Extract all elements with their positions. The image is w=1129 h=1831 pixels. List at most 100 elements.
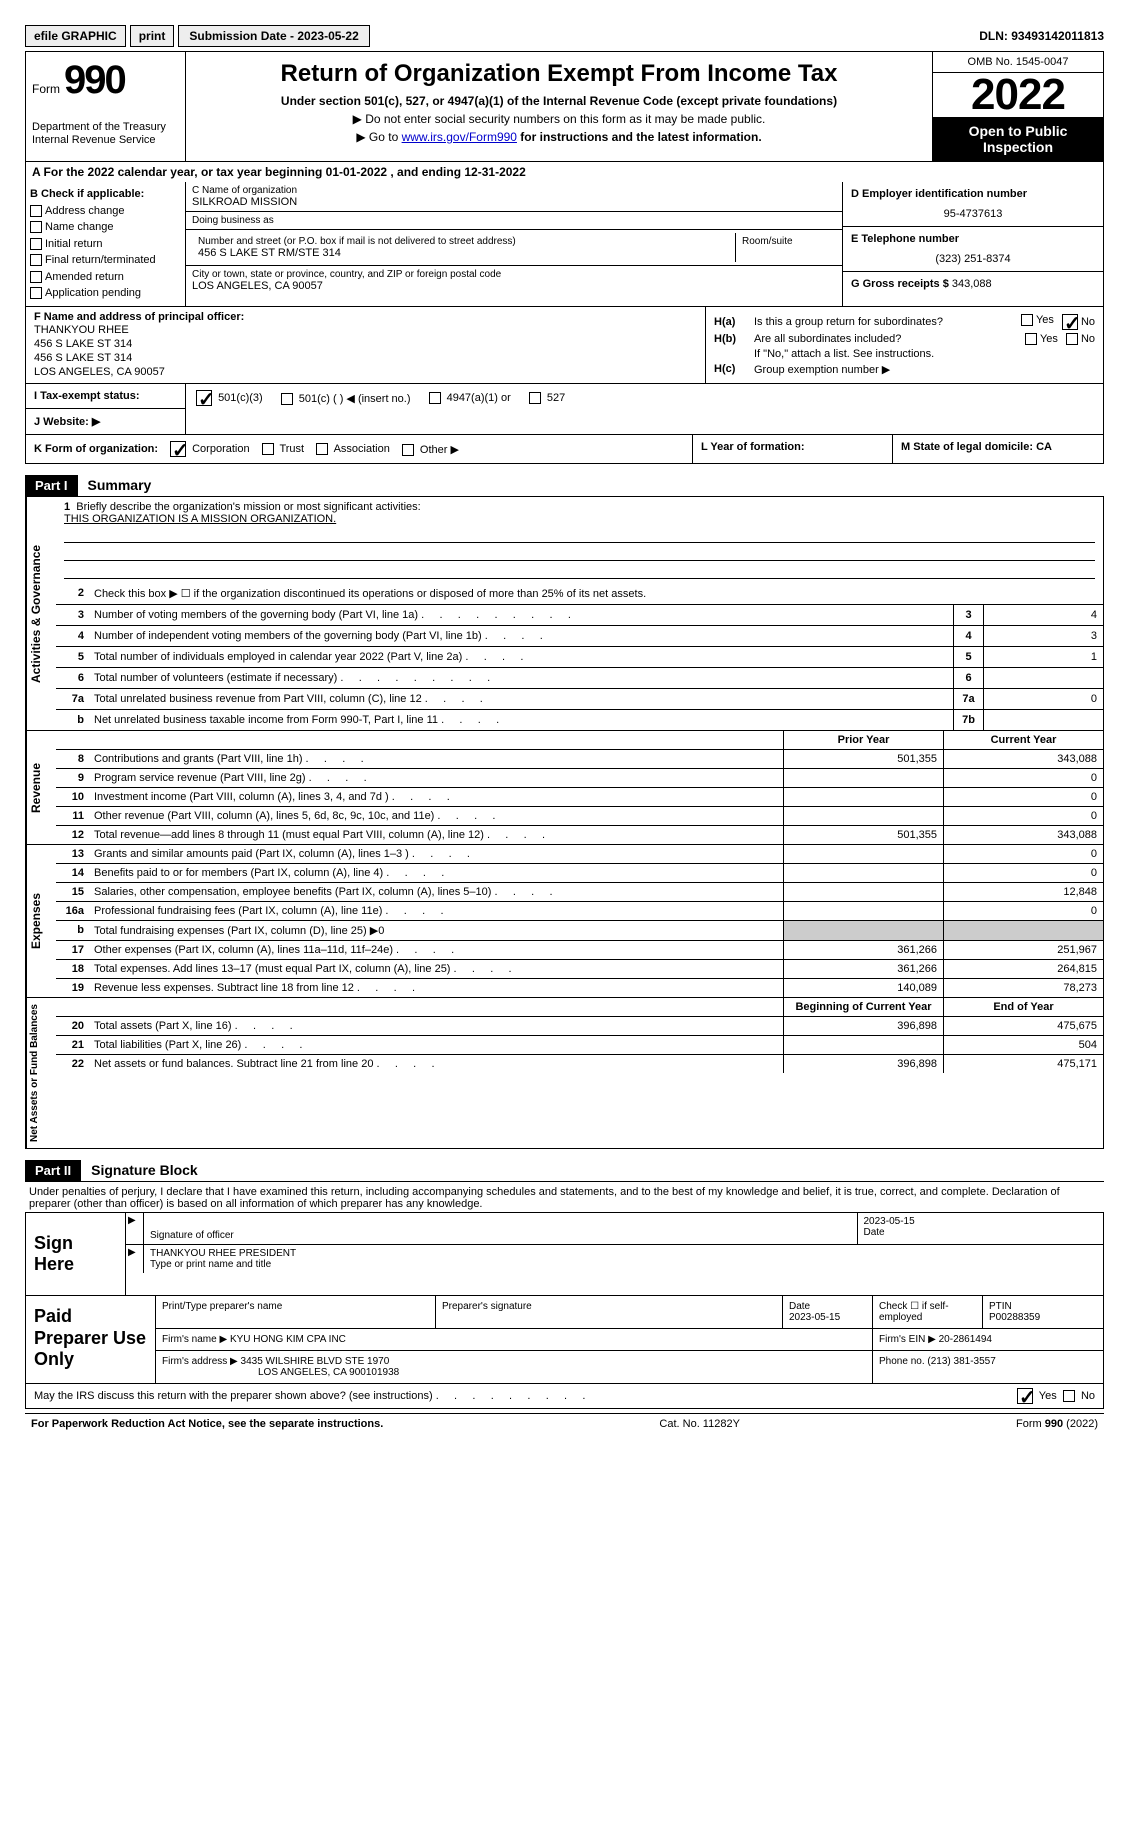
open-to-public: Open to Public Inspection bbox=[933, 117, 1103, 161]
check-amended[interactable] bbox=[30, 271, 42, 283]
may-irs-yes[interactable] bbox=[1017, 1388, 1033, 1404]
prior-year-hdr: Prior Year bbox=[783, 731, 943, 749]
org-name: SILKROAD MISSION bbox=[192, 196, 836, 208]
year-formation: L Year of formation: bbox=[701, 441, 805, 453]
current-year-hdr: Current Year bbox=[943, 731, 1103, 749]
org-name-label: C Name of organization bbox=[192, 185, 836, 196]
summary-netassets: Net Assets or Fund Balances Beginning of… bbox=[25, 998, 1104, 1149]
table-row: 13Grants and similar amounts paid (Part … bbox=[56, 845, 1103, 864]
tab-revenue: Revenue bbox=[26, 731, 56, 844]
gross-value: 343,088 bbox=[952, 278, 992, 290]
print-btn[interactable]: print bbox=[130, 25, 175, 47]
table-row: 10Investment income (Part VIII, column (… bbox=[56, 788, 1103, 807]
preparer-print-label: Print/Type preparer's name bbox=[156, 1296, 436, 1328]
summary-governance: Activities & Governance 1 Briefly descri… bbox=[25, 497, 1104, 731]
officer-name: THANKYOU RHEE bbox=[34, 324, 129, 336]
table-row: 20Total assets (Part X, line 16)396,8984… bbox=[56, 1017, 1103, 1036]
cat-no: Cat. No. 11282Y bbox=[659, 1418, 740, 1430]
pra-notice: For Paperwork Reduction Act Notice, see … bbox=[31, 1418, 383, 1430]
room-label: Room/suite bbox=[736, 233, 836, 262]
form-title: Return of Organization Exempt From Incom… bbox=[196, 60, 922, 88]
hb-no[interactable] bbox=[1066, 333, 1078, 345]
header-center: Return of Organization Exempt From Incom… bbox=[186, 52, 933, 161]
table-row: 17Other expenses (Part IX, column (A), l… bbox=[56, 941, 1103, 960]
check-corp[interactable] bbox=[170, 441, 186, 457]
header: Form 990 Department of the Treasury Inte… bbox=[25, 51, 1104, 162]
check-initial-return[interactable] bbox=[30, 238, 42, 250]
table-row: 12Total revenue—add lines 8 through 11 (… bbox=[56, 826, 1103, 844]
tax-exempt-label: I Tax-exempt status: bbox=[26, 384, 185, 409]
tab-expenses: Expenses bbox=[26, 845, 56, 997]
may-irs-no[interactable] bbox=[1063, 1390, 1075, 1402]
check-other[interactable] bbox=[402, 444, 414, 456]
check-final-return[interactable] bbox=[30, 254, 42, 266]
self-employed-check[interactable]: Check ☐ if self-employed bbox=[873, 1296, 983, 1328]
form-ref: Form 990 (2022) bbox=[1016, 1418, 1098, 1430]
row-a: A For the 2022 calendar year, or tax yea… bbox=[25, 162, 1104, 182]
check-address-change[interactable] bbox=[30, 205, 42, 217]
efile-btn[interactable]: efile GRAPHIC bbox=[25, 25, 126, 47]
phone-value: (323) 251-8374 bbox=[851, 253, 1095, 265]
city-label: City or town, state or province, country… bbox=[192, 269, 836, 280]
col-b: B Check if applicable: Address change Na… bbox=[26, 182, 186, 306]
table-row: 11Other revenue (Part VIII, column (A), … bbox=[56, 807, 1103, 826]
header-left: Form 990 Department of the Treasury Inte… bbox=[26, 52, 186, 161]
ij-block: I Tax-exempt status: J Website: ▶ 501(c)… bbox=[25, 384, 1104, 435]
firm-ein: 20-2861494 bbox=[939, 1334, 992, 1345]
ssn-warning: ▶ Do not enter social security numbers o… bbox=[196, 112, 922, 126]
form-990-page: efile GRAPHIC print Submission Date - 20… bbox=[0, 0, 1129, 1459]
dba-label: Doing business as bbox=[192, 215, 836, 226]
col-h: H(a) Is this a group return for subordin… bbox=[706, 307, 1103, 384]
check-trust[interactable] bbox=[262, 443, 274, 455]
col-f: F Name and address of principal officer:… bbox=[26, 307, 706, 384]
part1-header: Part I Summary bbox=[25, 474, 1104, 497]
footer: For Paperwork Reduction Act Notice, see … bbox=[25, 1413, 1104, 1434]
goto-line: ▶ Go to www.irs.gov/Form990 for instruct… bbox=[196, 130, 922, 144]
sign-here-label: Sign Here bbox=[26, 1213, 126, 1295]
irs-link[interactable]: www.irs.gov/Form990 bbox=[402, 130, 517, 144]
tab-netassets: Net Assets or Fund Balances bbox=[26, 998, 56, 1148]
check-application-pending[interactable] bbox=[30, 287, 42, 299]
table-row: 14Benefits paid to or for members (Part … bbox=[56, 864, 1103, 883]
check-501c[interactable] bbox=[281, 393, 293, 405]
tab-governance: Activities & Governance bbox=[26, 497, 56, 730]
hb-yes[interactable] bbox=[1025, 333, 1037, 345]
check-527[interactable] bbox=[529, 392, 541, 404]
sign-block: Sign Here Signature of officer 2023-05-1… bbox=[25, 1213, 1104, 1296]
header-right: OMB No. 1545-0047 2022 Open to Public In… bbox=[933, 52, 1103, 161]
firm-phone: (213) 381-3557 bbox=[927, 1356, 995, 1367]
sig-date-label: Date bbox=[864, 1227, 1098, 1238]
sig-date: 2023-05-15 bbox=[864, 1216, 1098, 1227]
preparer-sig-label: Preparer's signature bbox=[436, 1296, 783, 1328]
table-row: 16aProfessional fundraising fees (Part I… bbox=[56, 902, 1103, 921]
tax-year: 2022 bbox=[933, 73, 1103, 117]
table-row: 19Revenue less expenses. Subtract line 1… bbox=[56, 979, 1103, 997]
check-4947[interactable] bbox=[429, 392, 441, 404]
begin-year-hdr: Beginning of Current Year bbox=[783, 998, 943, 1016]
sig-officer-label: Signature of officer bbox=[150, 1230, 851, 1241]
name-title-label: Type or print name and title bbox=[150, 1259, 1097, 1270]
paid-preparer-label: Paid Preparer Use Only bbox=[26, 1296, 156, 1383]
ha-yes[interactable] bbox=[1021, 314, 1033, 326]
sig-intro: Under penalties of perjury, I declare th… bbox=[25, 1182, 1104, 1213]
website-label: J Website: ▶ bbox=[26, 409, 185, 434]
mission-text: THIS ORGANIZATION IS A MISSION ORGANIZAT… bbox=[64, 513, 336, 525]
table-row: 15Salaries, other compensation, employee… bbox=[56, 883, 1103, 902]
ptin-value: P00288359 bbox=[989, 1312, 1040, 1323]
phone-label: E Telephone number bbox=[851, 233, 1095, 245]
paid-preparer-block: Paid Preparer Use Only Print/Type prepar… bbox=[25, 1296, 1104, 1384]
table-row: 9Program service revenue (Part VIII, lin… bbox=[56, 769, 1103, 788]
ein-label: D Employer identification number bbox=[851, 188, 1095, 200]
check-501c3[interactable] bbox=[196, 390, 212, 406]
check-name-change[interactable] bbox=[30, 221, 42, 233]
dln: DLN: 93493142011813 bbox=[979, 29, 1104, 43]
check-assoc[interactable] bbox=[316, 443, 328, 455]
end-year-hdr: End of Year bbox=[943, 998, 1103, 1016]
table-row: 22Net assets or fund balances. Subtract … bbox=[56, 1055, 1103, 1073]
table-row: bTotal fundraising expenses (Part IX, co… bbox=[56, 921, 1103, 941]
ha-no[interactable] bbox=[1062, 314, 1078, 330]
may-irs-row: May the IRS discuss this return with the… bbox=[25, 1384, 1104, 1409]
form-number: 990 bbox=[64, 58, 125, 103]
table-row: 8Contributions and grants (Part VIII, li… bbox=[56, 750, 1103, 769]
table-row: 21Total liabilities (Part X, line 26)504 bbox=[56, 1036, 1103, 1055]
